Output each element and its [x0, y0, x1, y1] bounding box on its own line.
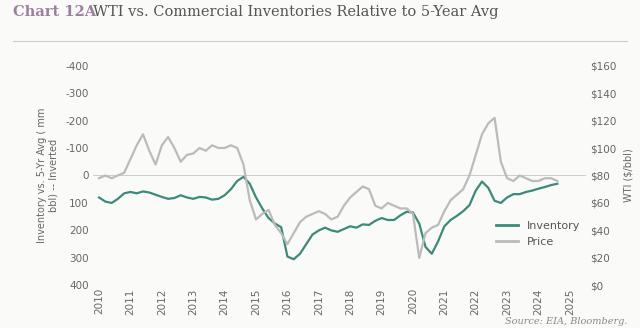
Text: Source: EIA, Bloomberg.: Source: EIA, Bloomberg. [505, 318, 627, 326]
Text: WTI vs. Commercial Inventories Relative to 5-Year Avg: WTI vs. Commercial Inventories Relative … [93, 5, 499, 19]
Text: Chart 12A: Chart 12A [13, 5, 96, 19]
Legend: Inventory, Price: Inventory, Price [495, 221, 580, 247]
Y-axis label: WTI ($/bbl): WTI ($/bbl) [623, 149, 633, 202]
Y-axis label: Inventory vs. 5-Yr Avg ( mm
bbl) -- Inverted: Inventory vs. 5-Yr Avg ( mm bbl) -- Inve… [36, 108, 58, 243]
